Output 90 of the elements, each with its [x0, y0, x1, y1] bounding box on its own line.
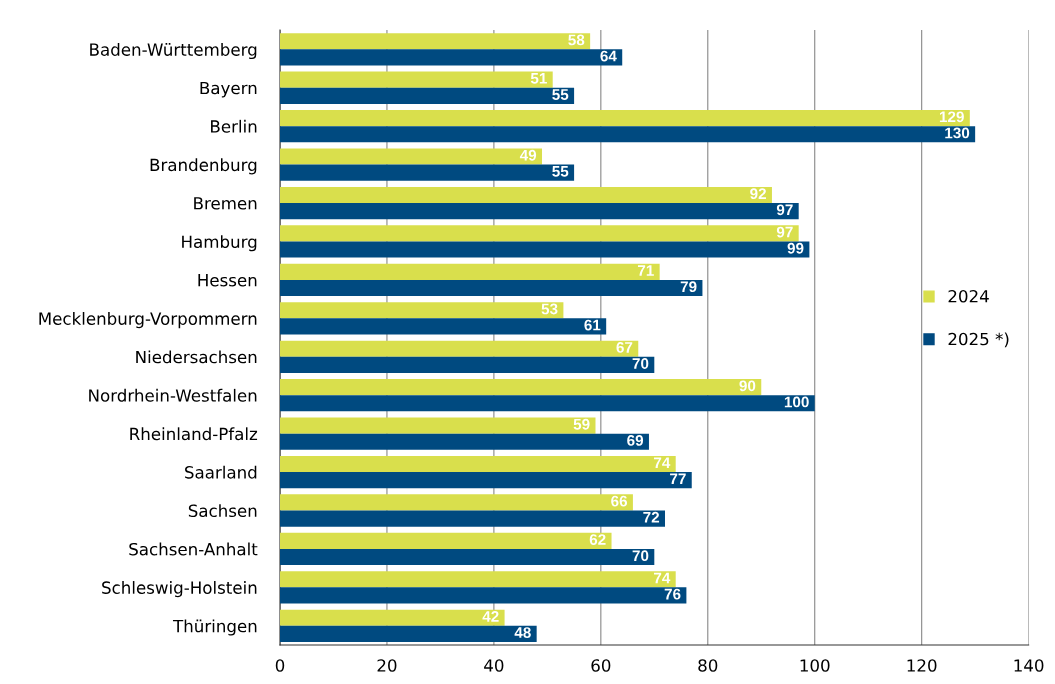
bar — [280, 587, 687, 604]
data-label: 100 — [784, 396, 809, 408]
data-label: 76 — [664, 588, 681, 600]
bar — [280, 49, 623, 66]
data-label: 58 — [568, 34, 585, 46]
data-label: 74 — [654, 457, 671, 468]
data-label: 90 — [739, 380, 756, 392]
data-label: 55 — [552, 166, 569, 177]
bar — [280, 417, 596, 434]
x-tick-label: 20 — [377, 659, 397, 672]
bar — [280, 186, 772, 204]
data-label: 79 — [680, 281, 697, 293]
bar — [280, 110, 970, 127]
data-label: 129 — [939, 111, 964, 123]
data-label: 42 — [482, 611, 499, 622]
bar — [280, 225, 799, 242]
bar — [280, 148, 543, 165]
data-label: 61 — [584, 319, 601, 331]
bar — [280, 241, 810, 258]
y-tick-label: Thüringen — [172, 619, 257, 636]
data-label: 49 — [519, 149, 537, 161]
data-label: 69 — [627, 434, 644, 446]
data-label: 72 — [643, 511, 660, 523]
data-label: 55 — [552, 89, 569, 100]
data-label: 51 — [530, 73, 547, 84]
bar — [280, 126, 976, 143]
y-tick-label: Saarland — [185, 465, 257, 479]
data-label: 67 — [616, 341, 633, 353]
bar — [280, 395, 815, 412]
data-label: 77 — [670, 473, 686, 485]
bar — [280, 340, 639, 357]
y-tick-label: Brandenburg — [150, 158, 257, 175]
y-tick-label: Nordrhein-Westfalen — [89, 388, 257, 402]
y-tick-label: Bremen — [194, 197, 257, 210]
x-tick-label: 100 — [800, 659, 830, 672]
bar — [280, 33, 591, 50]
y-tick-label: Niedersachsen — [136, 350, 257, 364]
bar — [280, 263, 660, 280]
x-tick-label: 140 — [1014, 659, 1044, 672]
data-label: 59 — [573, 418, 590, 430]
legend-label: 2024 — [948, 289, 989, 303]
y-tick-label: Hessen — [198, 274, 257, 287]
bar — [280, 164, 575, 181]
y-tick-label: Sachsen-Anhalt — [129, 542, 258, 556]
bar — [280, 87, 575, 104]
bar — [280, 302, 564, 319]
legend-label: 2025 *) — [948, 332, 1009, 348]
data-label: 130 — [945, 127, 970, 139]
bar — [280, 433, 649, 450]
bar — [280, 510, 666, 527]
y-tick-label: Sachsen — [188, 504, 257, 518]
y-tick-label: Berlin — [211, 119, 257, 133]
bar — [280, 609, 505, 626]
y-tick-label: Bayern — [200, 81, 257, 98]
bar — [280, 71, 553, 88]
bar — [280, 279, 703, 297]
bar — [280, 532, 612, 549]
data-label: 70 — [632, 358, 649, 369]
bar — [280, 203, 799, 220]
bar — [280, 625, 537, 642]
bar — [280, 548, 655, 566]
data-label: 97 — [776, 226, 793, 238]
data-label: 64 — [600, 50, 617, 62]
x-tick-label: 40 — [484, 659, 504, 672]
bar — [280, 379, 762, 396]
bar — [280, 318, 607, 335]
data-label: 70 — [632, 550, 649, 562]
x-tick-label: 80 — [698, 659, 718, 672]
y-tick-label: Baden-Württemberg — [90, 42, 257, 60]
bar — [280, 472, 692, 489]
x-tick-label: 120 — [907, 659, 937, 672]
data-label: 97 — [776, 204, 793, 216]
data-label: 66 — [611, 495, 628, 507]
data-label: 92 — [750, 188, 766, 200]
bar — [280, 494, 633, 511]
x-tick-label: 0 — [275, 659, 285, 672]
y-tick-label: Rheinland-Pfalz — [130, 427, 258, 441]
y-tick-label: Schleswig-Holstein — [102, 581, 257, 598]
bar — [280, 571, 676, 588]
data-label: 62 — [589, 534, 606, 545]
data-label: 99 — [787, 242, 804, 254]
data-label: 74 — [654, 572, 671, 584]
y-tick-label: Hamburg — [182, 235, 257, 252]
x-tick-label: 60 — [591, 659, 611, 672]
y-tick-label: Mecklenburg-Vorpommern — [39, 312, 257, 329]
data-label: 71 — [637, 265, 654, 276]
data-label: 53 — [541, 303, 558, 315]
data-label: 48 — [514, 627, 531, 638]
bar — [280, 356, 655, 373]
bar — [280, 455, 676, 473]
